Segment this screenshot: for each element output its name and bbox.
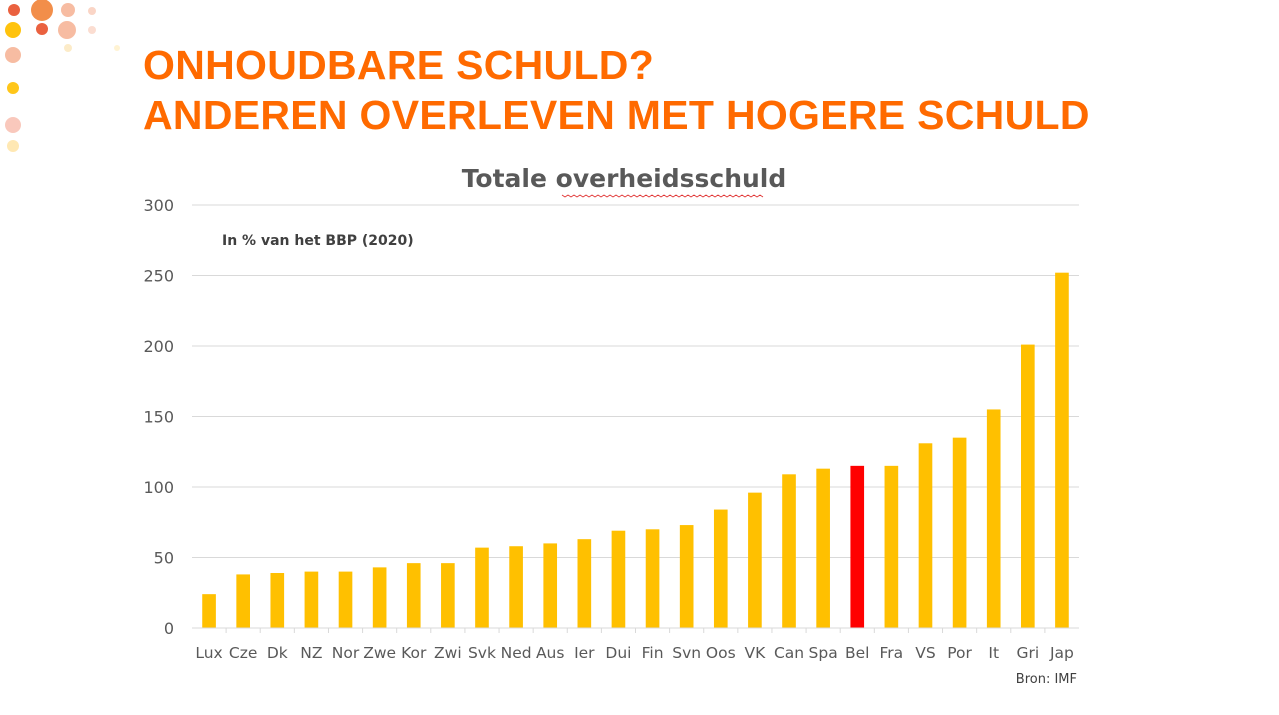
bar-gri [1021, 344, 1035, 628]
y-tick-label: 50 [154, 549, 174, 568]
x-tick-label-ier: Ier [574, 644, 595, 662]
x-tick-label-svn: Svn [672, 644, 701, 662]
x-tick-label-vs: VS [915, 644, 935, 662]
bar-vs [918, 443, 933, 628]
y-axis-ticks: 0 50 100 150 200 250 300 [143, 196, 174, 638]
x-tick-label-svk: Svk [468, 644, 496, 662]
slide-title-line-1: ONHOUDBARE SCHULD? [143, 42, 655, 88]
bar-fin [645, 529, 660, 628]
x-tick-label-gri: Gri [1016, 644, 1039, 662]
chart-source: Bron: IMF [1016, 672, 1077, 687]
chart-title: Totale overheidsschuld [462, 164, 787, 193]
bar-zwi [441, 563, 455, 628]
bar-svk [475, 547, 489, 628]
x-tick-label-nor: Nor [332, 644, 360, 662]
bar-lux [202, 594, 216, 628]
x-axis-labels: Lux Cze Dk NZ Nor Zwe Kor Zwi Svk Ned Aus Ier Dui Fin… [195, 628, 1074, 662]
bar-nz [304, 571, 319, 628]
x-tick-label-fin: Fin [642, 644, 664, 662]
bars [202, 272, 1069, 628]
x-tick-label-can: Can [774, 644, 804, 662]
x-tick-label-por: Por [947, 644, 972, 662]
x-tick-label-dk: Dk [267, 644, 288, 662]
bar-oos [713, 509, 728, 628]
decorative-dots [5, 0, 120, 152]
x-tick-label-kor: Kor [401, 644, 427, 662]
bar-kor [406, 563, 421, 628]
bar-fra [884, 465, 899, 628]
x-tick-label-aus: Aus [536, 644, 565, 662]
bar-vk [748, 492, 762, 628]
bar-jap [1055, 272, 1069, 628]
bar-nor [338, 571, 353, 628]
bar-aus [543, 543, 558, 628]
x-tick-label-lux: Lux [195, 644, 222, 662]
bar-svn [679, 525, 694, 628]
x-tick-label-cze: Cze [229, 644, 258, 662]
y-tick-label: 250 [143, 267, 174, 286]
chart-subtitle: In % van het BBP (2020) [222, 233, 414, 249]
bar-dk [270, 573, 285, 628]
x-tick-label-oos: Oos [706, 644, 736, 662]
x-tick-label-bel: Bel [845, 644, 869, 662]
bar-por [952, 437, 967, 628]
bar-bel [850, 465, 865, 628]
x-tick-label-zwi: Zwi [434, 644, 462, 662]
x-tick-label-jap: Jap [1049, 644, 1074, 662]
x-tick-label-vk: VK [745, 644, 767, 662]
bar-ier [577, 539, 592, 628]
spellcheck-underline [561, 194, 764, 198]
slide-title-line-2: ANDEREN OVERLEVEN MET HOGERE SCHULD [143, 92, 1090, 138]
x-tick-label-it: It [988, 644, 999, 662]
bar-spa [816, 468, 830, 628]
bar-zwe [372, 567, 387, 628]
y-tick-label: 200 [143, 337, 174, 356]
gridlines [192, 204, 1079, 558]
bar-ned [509, 546, 523, 628]
x-tick-label-spa: Spa [809, 644, 838, 662]
slide-title: ONHOUDBARE SCHULD? ANDEREN OVERLEVEN MET… [143, 40, 1090, 140]
bar-cze [236, 574, 250, 628]
x-tick-label-ned: Ned [501, 644, 532, 662]
x-tick-label-nz: NZ [300, 644, 322, 662]
bar-it [986, 409, 1001, 628]
bar-dui [611, 530, 626, 628]
y-tick-label: 300 [143, 196, 174, 215]
y-tick-label: 0 [164, 619, 174, 638]
bar-can [782, 474, 796, 628]
x-tick-label-dui: Dui [605, 644, 631, 662]
x-tick-label-zwe: Zwe [363, 644, 396, 662]
y-tick-label: 100 [143, 478, 174, 497]
x-tick-label-fra: Fra [880, 644, 904, 662]
y-tick-label: 150 [143, 408, 174, 427]
